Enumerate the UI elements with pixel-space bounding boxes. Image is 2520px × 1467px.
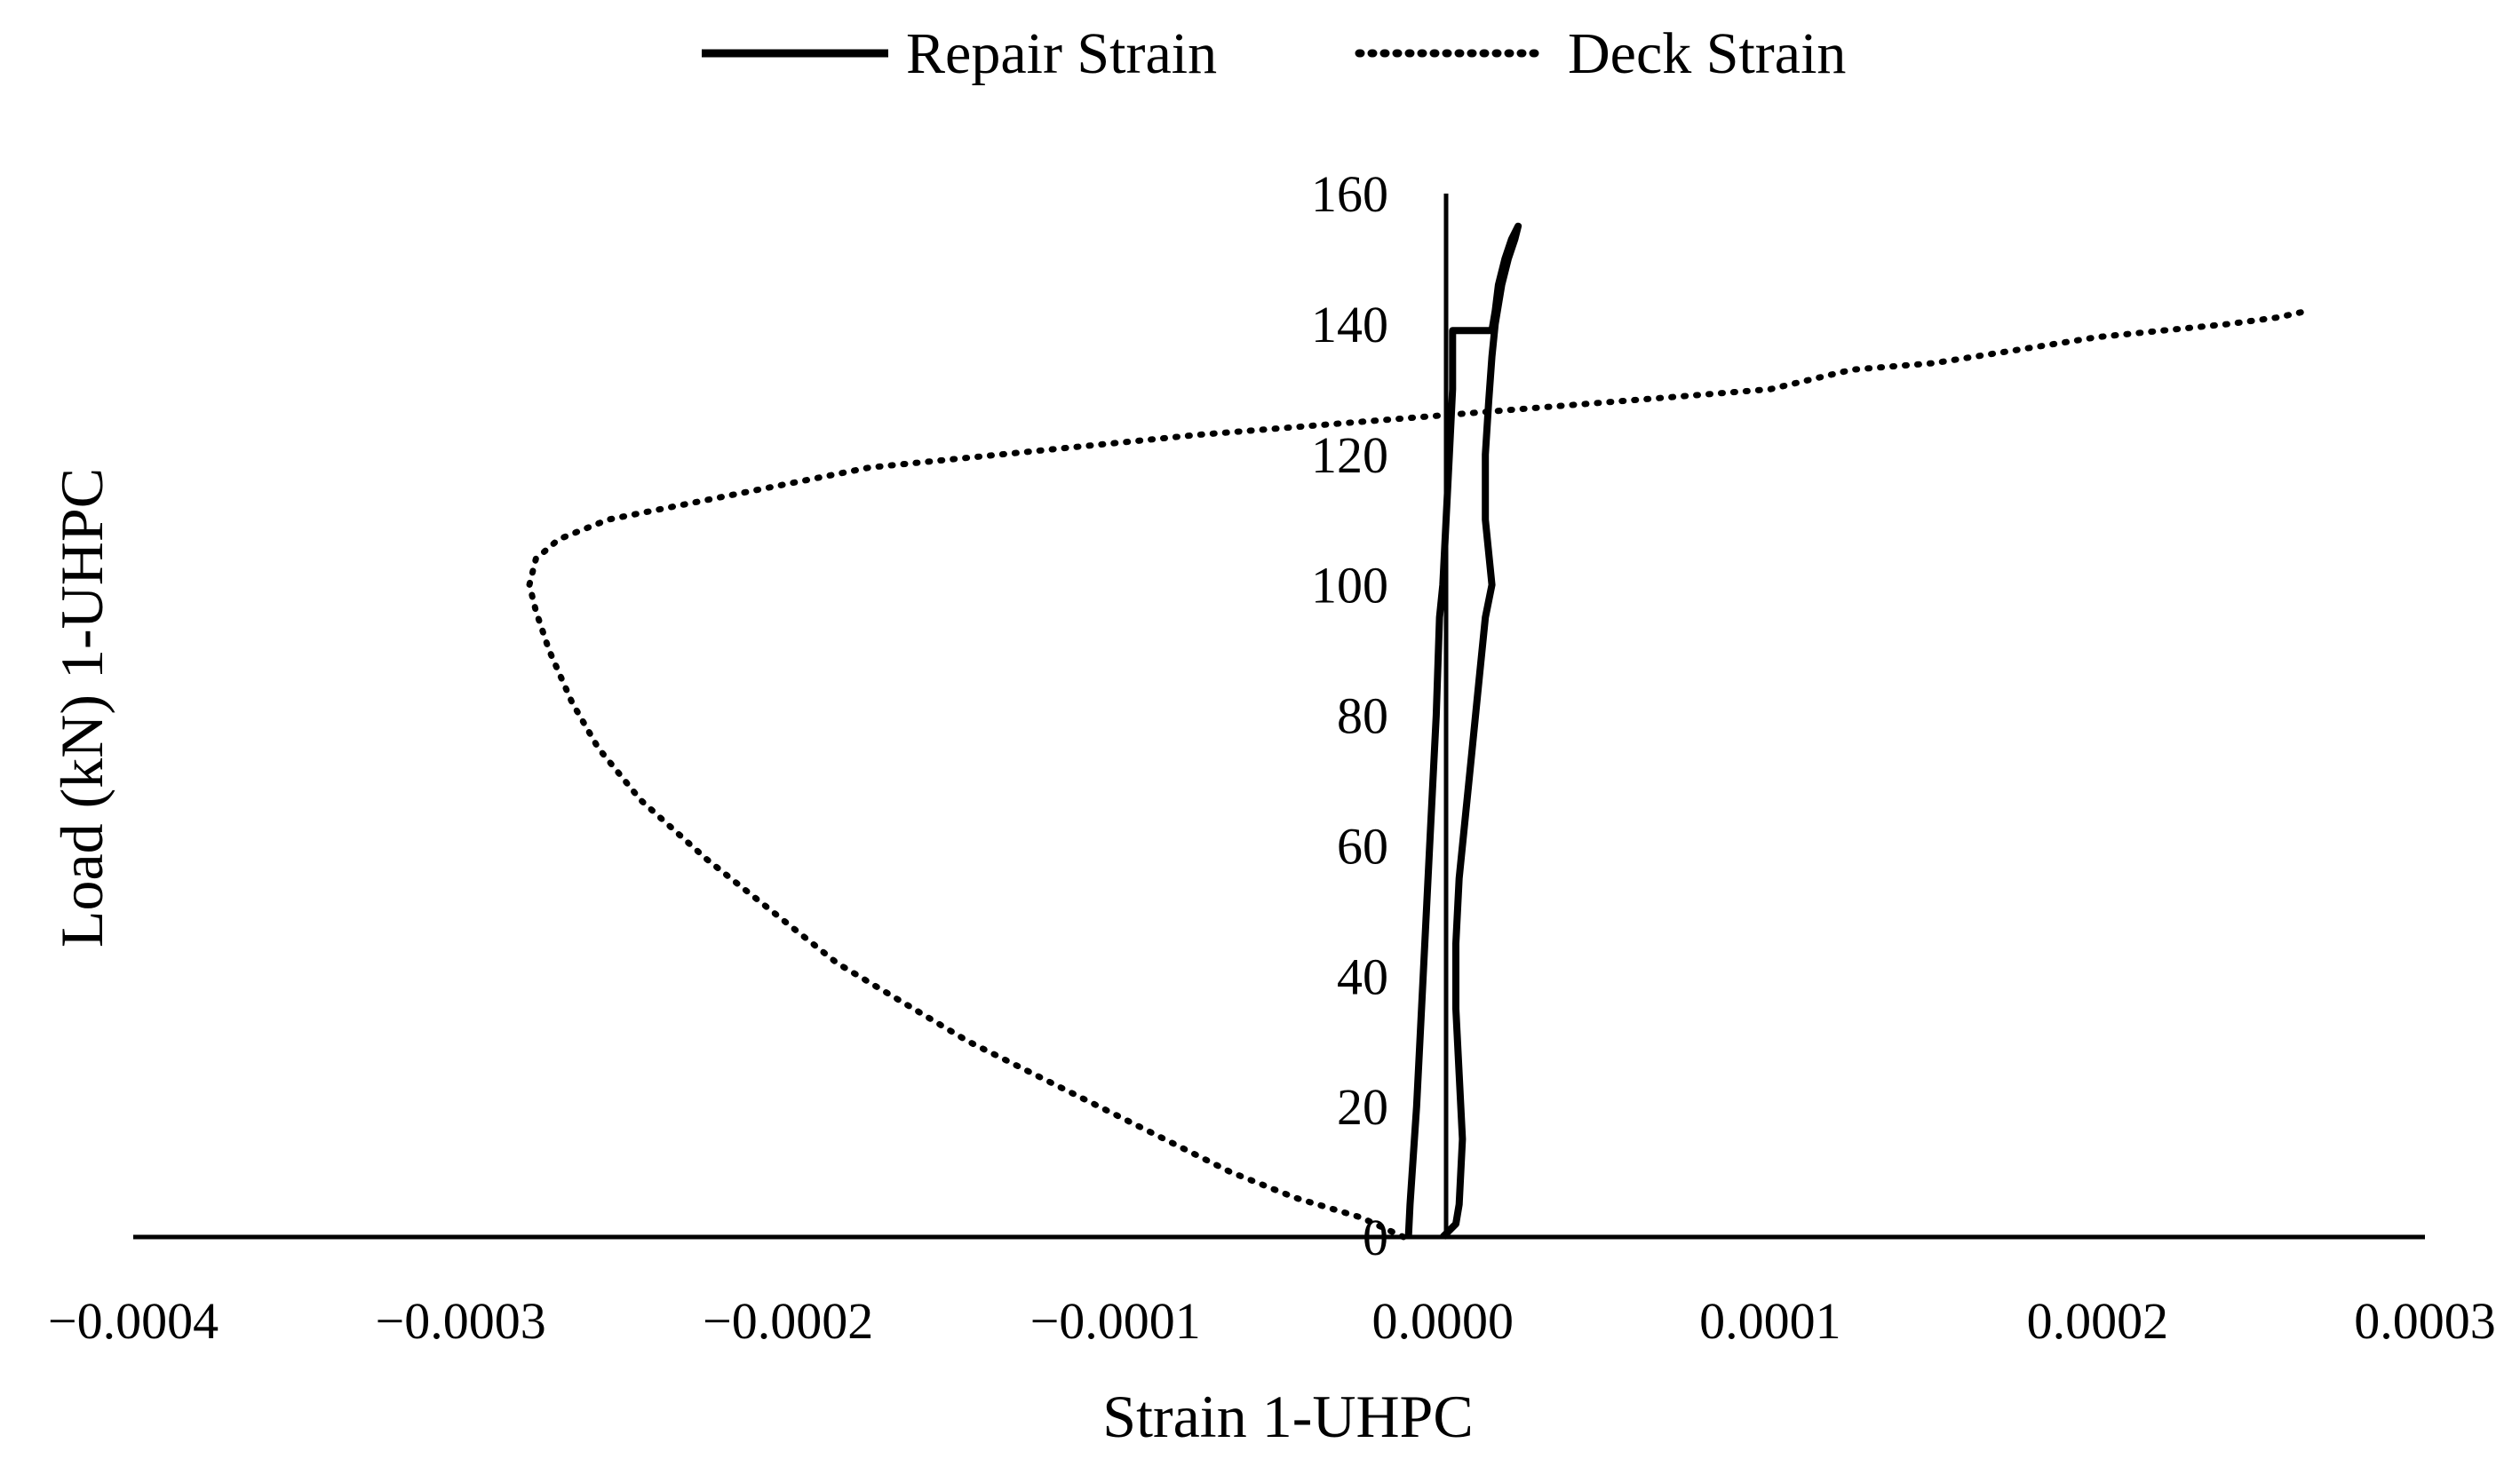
x-tick-label: 0.0002 [2027,1292,2169,1350]
y-tick-label: 120 [1311,426,1388,484]
axes [133,194,2425,1240]
data-series [526,222,2310,1241]
y-tick-label: 40 [1337,948,1388,1005]
x-tick-label: 0.0001 [1699,1292,1841,1350]
y-tick-labels: 0 20 40 60 80 100 120 140 160 [1311,165,1388,1266]
x-tick-label: −0.0001 [1030,1292,1201,1350]
y-tick-label: 100 [1311,557,1388,615]
y-tick-label: 140 [1311,296,1388,353]
y-tick-label: 60 [1337,817,1388,875]
y-tick-label: 160 [1311,165,1388,223]
series-line-repair-strain [1404,222,1522,1240]
legend: Repair Strain Deck Strain [702,21,1846,86]
x-tick-label: −0.0003 [375,1292,545,1350]
x-tick-label: 0.0000 [1372,1292,1514,1350]
x-axis-title: Strain 1-UHPC [1102,1383,1473,1450]
y-tick-label: 80 [1337,687,1388,745]
legend-label-deck-strain: Deck Strain [1568,21,1846,86]
y-tick-label: 20 [1337,1078,1388,1136]
legend-label-repair-strain: Repair Strain [906,21,1217,86]
y-tick-label: 0 [1363,1209,1388,1266]
x-tick-label: −0.0002 [703,1292,873,1350]
x-tick-label: −0.0004 [48,1292,219,1350]
x-tick-labels: −0.0004 −0.0003 −0.0002 −0.0001 0.0000 0.0001… [48,1292,2496,1350]
x-tick-label: 0.0003 [2354,1292,2496,1350]
y-axis-title: Load (kN) 1-UHPC [48,468,115,948]
